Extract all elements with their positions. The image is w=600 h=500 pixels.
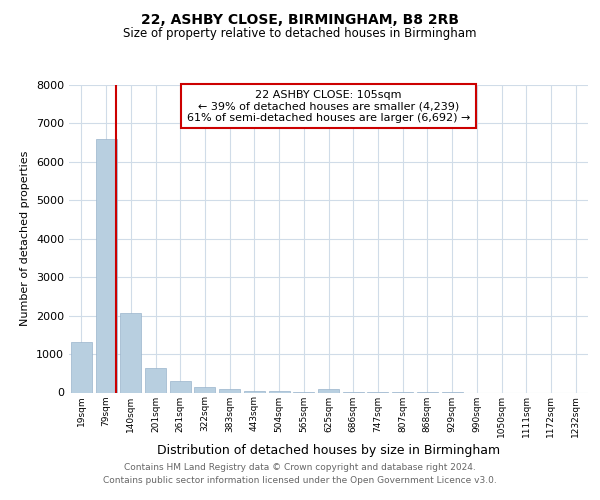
Text: Contains public sector information licensed under the Open Government Licence v3: Contains public sector information licen… bbox=[103, 476, 497, 485]
Bar bbox=[145, 368, 166, 392]
Bar bbox=[120, 312, 141, 392]
Bar bbox=[219, 388, 240, 392]
Bar bbox=[170, 381, 191, 392]
Bar bbox=[244, 390, 265, 392]
Text: 22, ASHBY CLOSE, BIRMINGHAM, B8 2RB: 22, ASHBY CLOSE, BIRMINGHAM, B8 2RB bbox=[141, 12, 459, 26]
Bar bbox=[95, 139, 116, 392]
Text: Size of property relative to detached houses in Birmingham: Size of property relative to detached ho… bbox=[123, 28, 477, 40]
Text: Contains HM Land Registry data © Crown copyright and database right 2024.: Contains HM Land Registry data © Crown c… bbox=[124, 464, 476, 472]
Bar bbox=[71, 342, 92, 392]
X-axis label: Distribution of detached houses by size in Birmingham: Distribution of detached houses by size … bbox=[157, 444, 500, 458]
Bar bbox=[318, 388, 339, 392]
Y-axis label: Number of detached properties: Number of detached properties bbox=[20, 151, 31, 326]
Text: 22 ASHBY CLOSE: 105sqm
← 39% of detached houses are smaller (4,239)
61% of semi-: 22 ASHBY CLOSE: 105sqm ← 39% of detached… bbox=[187, 90, 470, 123]
Bar bbox=[194, 386, 215, 392]
